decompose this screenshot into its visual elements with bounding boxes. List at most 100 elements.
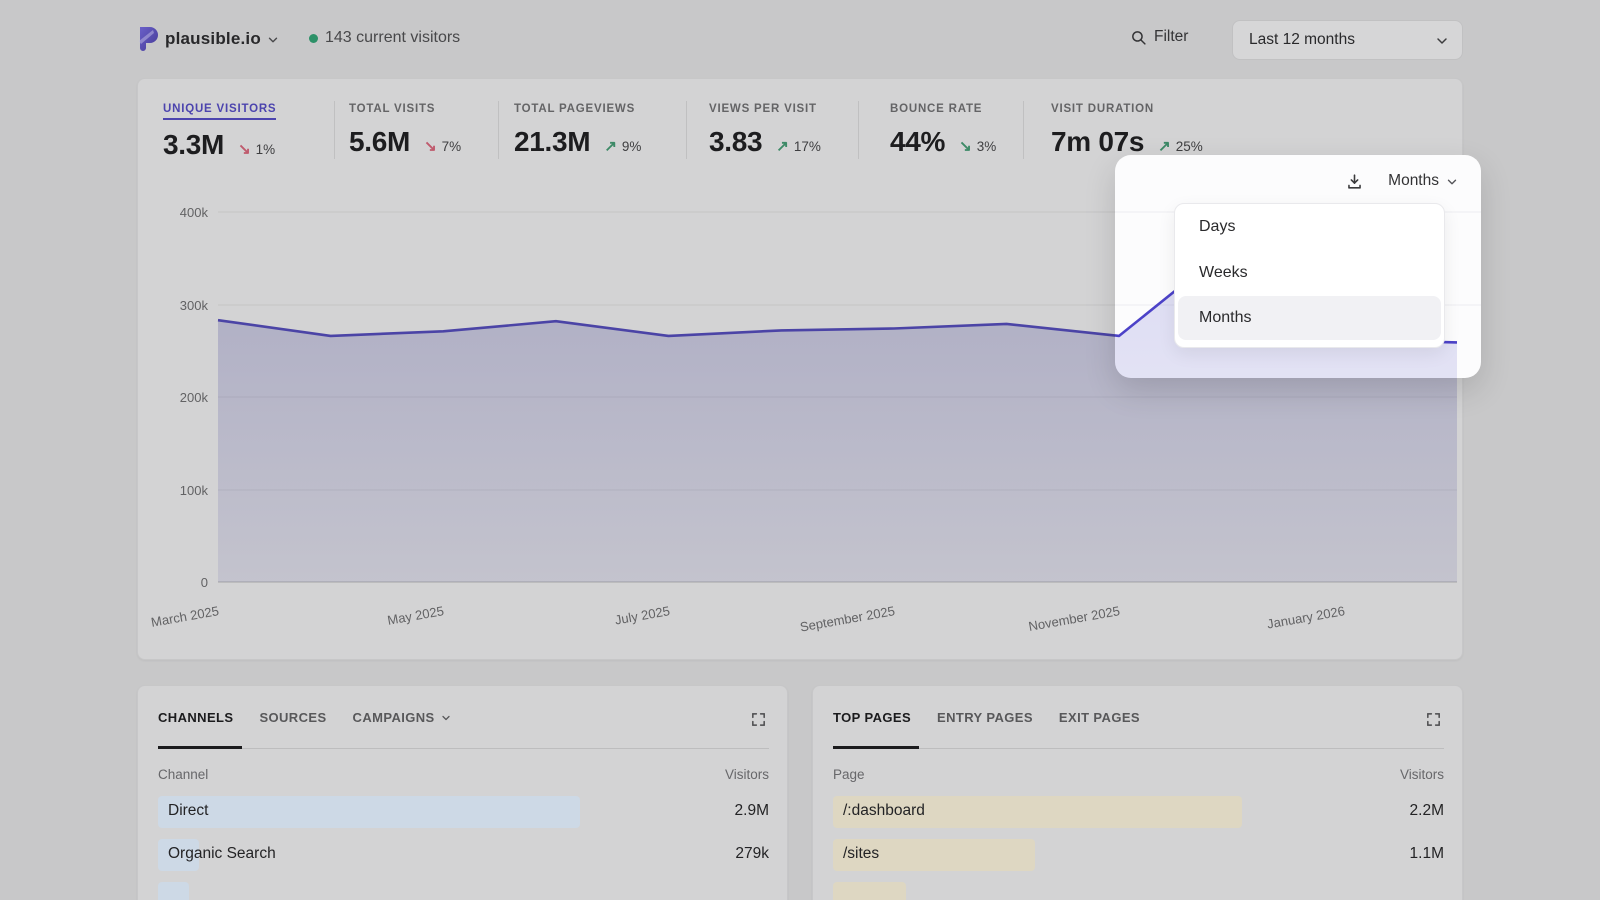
tabs-divider (833, 748, 1444, 749)
pages-panel: TOP PAGES ENTRY PAGES EXIT PAGES Page Vi… (812, 685, 1463, 900)
tab-entry-pages[interactable]: ENTRY PAGES (937, 710, 1033, 725)
tab-campaigns[interactable]: CAMPAIGNS (353, 710, 452, 725)
stat-change: 9% (621, 139, 642, 154)
current-visitors[interactable]: 143 current visitors (325, 29, 461, 46)
tab-campaigns-label: CAMPAIGNS (352, 710, 435, 725)
interval-menu: Days Weeks Months (1174, 203, 1445, 348)
trend-up-icon: ↗ (604, 138, 617, 155)
download-icon (1348, 173, 1361, 189)
stat-divider (498, 101, 499, 159)
tab-top-pages[interactable]: TOP PAGES (833, 710, 912, 725)
column-header: Visitors (724, 767, 769, 782)
date-range-value: Last 12 months (1249, 31, 1355, 48)
trend-up-icon: ↗ (776, 138, 789, 155)
stat-unique-visitors[interactable]: UNIQUE VISITORS 3.3M ↘ 1% (163, 99, 277, 161)
trend-down-icon: ↘ (238, 141, 251, 158)
y-axis-tick: 300k (179, 298, 208, 313)
row-bar (158, 839, 199, 871)
stat-change: 1% (255, 142, 276, 157)
chevron-down-icon (1437, 38, 1447, 44)
y-axis-tick: 400k (179, 205, 208, 220)
row-bar (158, 882, 189, 900)
table-row[interactable] (833, 882, 1444, 900)
stat-label: TOTAL VISITS (349, 103, 436, 115)
tab-exit-pages[interactable]: EXIT PAGES (1058, 710, 1140, 725)
stat-change: 7% (441, 139, 462, 154)
date-range-select[interactable]: Last 12 months (1232, 20, 1463, 60)
x-axis-tick: May 2025 (386, 603, 446, 628)
column-header: Page (833, 767, 865, 782)
trend-down-icon: ↘ (959, 138, 972, 155)
tab-sources[interactable]: SOURCES (259, 710, 327, 725)
stat-change: 25% (1175, 139, 1203, 154)
table-row[interactable]: Organic Search 279k (158, 839, 769, 871)
table-row[interactable]: /sites 1.1M (833, 839, 1444, 871)
stat-bounce-rate[interactable]: BOUNCE RATE 44% ↘ 3% (890, 99, 996, 158)
expand-icon[interactable] (750, 711, 767, 728)
row-bar (158, 796, 580, 828)
y-axis-tick: 0 (200, 575, 208, 590)
interval-dropdown-button[interactable]: Months (1388, 172, 1459, 190)
row-value: 2.9M (734, 802, 769, 819)
download-button[interactable] (1345, 172, 1364, 191)
stat-views-per-visit[interactable]: VIEWS PER VISIT 3.83 ↗ 17% (709, 99, 821, 158)
stat-change: 17% (793, 139, 821, 154)
active-tab-underline (833, 746, 919, 749)
plausible-logo (139, 27, 158, 51)
column-header: Channel (158, 767, 209, 782)
row-bar (833, 839, 1035, 871)
trend-up-icon: ↗ (1158, 138, 1171, 155)
stat-value: 7m 07s (1051, 126, 1145, 157)
interval-popup: Months Days Weeks Months (1115, 155, 1481, 378)
stat-value: 21.3M (514, 126, 591, 157)
stat-total-visits[interactable]: TOTAL VISITS 5.6M ↘ 7% (349, 99, 461, 158)
filter-button[interactable]: Filter (1130, 28, 1188, 46)
row-label: Direct (168, 802, 209, 819)
chevron-down-icon (441, 715, 450, 720)
row-label: /sites (843, 845, 880, 862)
stat-total-pageviews[interactable]: TOTAL PAGEVIEWS 21.3M ↗ 9% (514, 99, 641, 158)
row-label: Organic Search (168, 845, 276, 862)
expand-icon[interactable] (1425, 711, 1442, 728)
interval-selected: Months (1388, 172, 1439, 189)
chevron-down-icon (1447, 179, 1457, 185)
row-value: 1.1M (1409, 845, 1444, 862)
x-axis-tick: January 2026 (1265, 603, 1347, 632)
search-icon (1132, 30, 1146, 45)
stat-label: VIEWS PER VISIT (709, 103, 817, 115)
row-bar (833, 882, 907, 900)
stat-divider (1023, 101, 1024, 159)
site-switcher-chevron-icon[interactable] (266, 33, 280, 47)
table-row[interactable]: /:dashboard 2.2M (833, 796, 1444, 828)
stat-divider (686, 101, 687, 159)
stat-label: TOTAL PAGEVIEWS (514, 103, 636, 115)
tabs-divider (158, 748, 769, 749)
menu-item-weeks[interactable]: Weeks (1199, 264, 1248, 281)
row-value: 279k (735, 845, 769, 862)
trend-down-icon: ↘ (424, 138, 437, 155)
y-axis-tick: 100k (179, 483, 208, 498)
x-axis-tick: November 2025 (1027, 603, 1122, 634)
table-row[interactable] (158, 882, 769, 900)
stat-divider (334, 101, 335, 159)
x-axis-tick: March 2025 (149, 603, 221, 630)
active-tab-underline (158, 746, 242, 749)
tab-channels[interactable]: CHANNELS (158, 710, 234, 725)
stat-change: 3% (976, 139, 997, 154)
stat-visit-duration[interactable]: VISIT DURATION 7m 07s ↗ 25% (1051, 99, 1203, 158)
stat-value: 3.83 (709, 126, 763, 157)
column-header: Visitors (1399, 767, 1444, 782)
menu-item-months[interactable]: Months (1178, 296, 1441, 340)
stat-value: 3.3M (163, 129, 225, 160)
site-name[interactable]: plausible.io (165, 29, 261, 48)
row-label: /:dashboard (843, 802, 925, 819)
x-axis-tick: September 2025 (798, 603, 897, 635)
stat-divider (858, 101, 859, 159)
stat-label: VISIT DURATION (1051, 103, 1154, 115)
stat-value: 5.6M (349, 126, 411, 157)
stat-label: BOUNCE RATE (890, 103, 983, 115)
table-row[interactable]: Direct 2.9M (158, 796, 769, 828)
menu-item-days[interactable]: Days (1199, 218, 1236, 235)
filter-label: Filter (1154, 28, 1189, 45)
